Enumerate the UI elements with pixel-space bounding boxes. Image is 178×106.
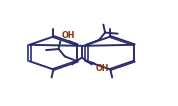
Text: OH: OH	[95, 64, 109, 73]
Text: OH: OH	[62, 31, 75, 40]
